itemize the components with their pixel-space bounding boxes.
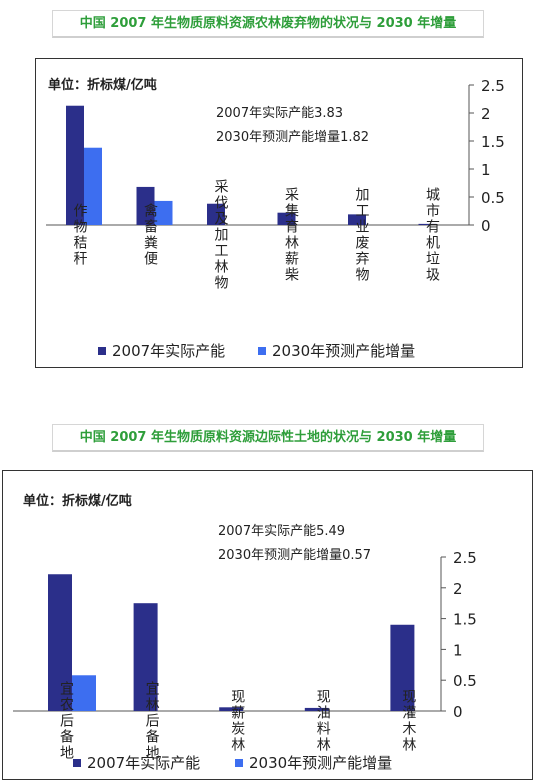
chart-2-title: 中国 2007 年生物质原料资源边际性土地的状况与 2030 年增量 — [52, 424, 484, 452]
bar-actual-2 — [219, 707, 244, 711]
category-label-2: 采伐及加工林物 — [213, 179, 229, 291]
category-label-3: 现油料林 — [315, 689, 331, 753]
legend-label-1: 2030年预测产能增量 — [249, 754, 392, 772]
bar-projected-1 — [154, 200, 173, 225]
bar-actual-0 — [48, 574, 72, 711]
bar-actual-4 — [390, 624, 415, 711]
legend-swatch-0 — [98, 347, 106, 355]
y-tick-label: 2.5 — [481, 77, 505, 95]
bar-actual-2 — [207, 203, 225, 225]
category-label-0: 宜农后备地 — [58, 681, 74, 761]
category-label-2: 现薪炭林 — [229, 689, 245, 753]
bar-actual-1 — [136, 186, 155, 225]
bar-actual-3 — [304, 707, 329, 711]
chart-1-title: 中国 2007 年生物质原料资源农林废弃物的状况与 2030 年增量 — [52, 10, 484, 38]
bar-projected-0 — [84, 147, 102, 225]
legend-swatch-0 — [73, 759, 81, 767]
bar-actual-4 — [348, 214, 366, 225]
category-label-4: 加工业废弃物 — [354, 187, 370, 283]
figure-1: 中国 2007 年生物质原料资源农林废弃物的状况与 2030 年增量 单位：折标… — [0, 0, 535, 380]
y-tick-label: 1 — [481, 161, 491, 179]
chart-2-svg: 单位：折标煤/亿吨 2007年实际产能5.49 2030年预测产能增量0.57 2.5… — [13, 493, 477, 772]
y-tick-label: 2 — [453, 580, 463, 598]
legend-label-0: 2007年实际产能 — [112, 342, 225, 360]
category-label-1: 宜林后备地 — [144, 681, 160, 761]
y-tick-label: 1 — [453, 641, 463, 659]
bar-projected-0 — [72, 675, 96, 711]
unit-label: 单位：折标煤/亿吨 — [48, 77, 157, 93]
annotation-0: 2007年实际产能3.83 — [216, 106, 343, 121]
bar-actual-5 — [418, 223, 437, 225]
bar-actual-1 — [133, 603, 158, 711]
y-tick-label: 1.5 — [481, 133, 505, 151]
y-tick-label: 0 — [453, 703, 463, 721]
legend-label-1: 2030年预测产能增量 — [272, 342, 415, 360]
bar-actual-0 — [66, 105, 84, 225]
category-label-5: 城市有机垃圾 — [424, 187, 440, 283]
category-label-3: 采集育林薪柴 — [283, 187, 299, 283]
y-tick-label: 1.5 — [453, 611, 477, 629]
chart-1-panel: 单位：折标煤/亿吨 2007年实际产能3.83 2030年预测产能增量1.82 2.5… — [35, 58, 523, 368]
chart-1-svg: 单位：折标煤/亿吨 2007年实际产能3.83 2030年预测产能增量1.82 2.5… — [46, 77, 505, 360]
y-tick-label: 0 — [481, 217, 491, 235]
legend-swatch-1 — [235, 759, 243, 767]
category-label-1: 禽畜粪便 — [142, 202, 158, 267]
y-tick-label: 2 — [481, 105, 491, 123]
legend-label-0: 2007年实际产能 — [87, 754, 200, 772]
annotation-1: 2030年预测产能增量1.82 — [216, 130, 369, 145]
y-tick-label: 0.5 — [453, 672, 477, 690]
chart-2-panel: 单位：折标煤/亿吨 2007年实际产能5.49 2030年预测产能增量0.57 2.5… — [2, 470, 533, 780]
y-tick-label: 0.5 — [481, 189, 505, 207]
category-label-4: 现灌木林 — [400, 689, 416, 753]
unit-label: 单位：折标煤/亿吨 — [23, 493, 132, 509]
annotation-1: 2030年预测产能增量0.57 — [218, 548, 371, 563]
annotation-0: 2007年实际产能5.49 — [218, 524, 345, 539]
y-tick-label: 2.5 — [453, 549, 477, 567]
figure-2: 中国 2007 年生物质原料资源边际性土地的状况与 2030 年增量 单位：折标… — [0, 410, 535, 782]
category-label-0: 作物秸秆 — [72, 203, 88, 267]
bar-actual-3 — [277, 212, 296, 225]
legend-swatch-1 — [258, 347, 266, 355]
